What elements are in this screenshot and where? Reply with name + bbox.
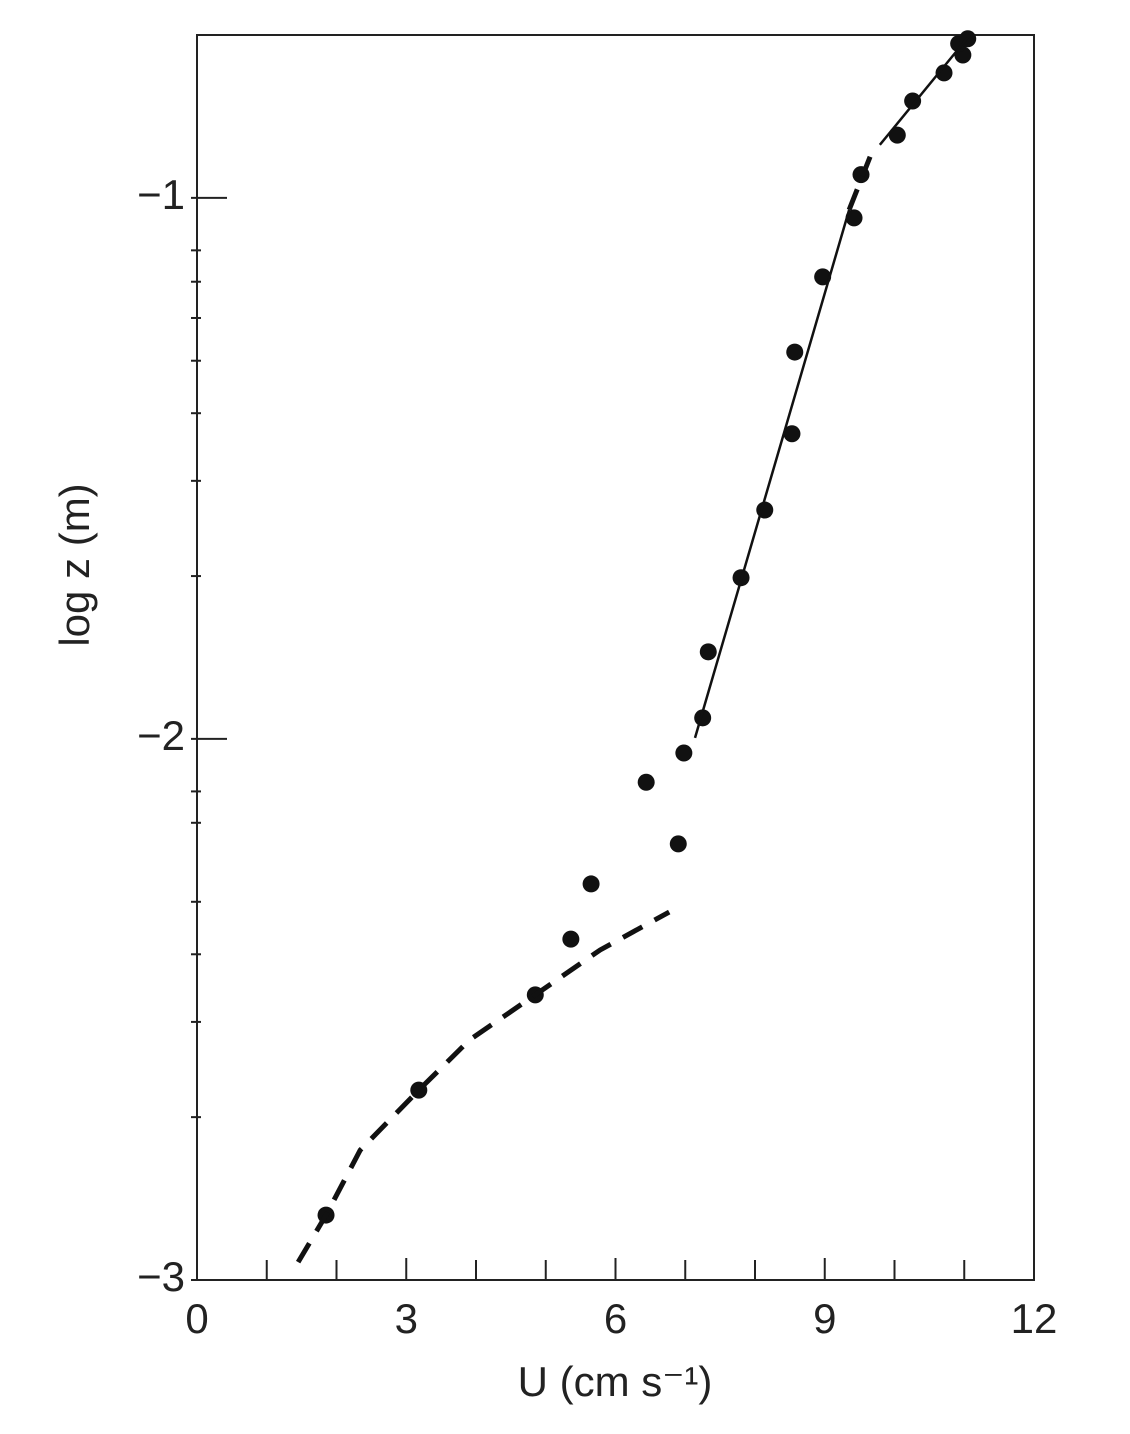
x-tick-label: 6	[604, 1295, 627, 1342]
data-point	[699, 643, 717, 661]
data-point	[637, 773, 655, 791]
data-point	[888, 126, 906, 144]
data-point	[783, 425, 801, 443]
x-tick-label: 3	[395, 1295, 418, 1342]
data-point	[845, 209, 863, 227]
y-tick-label: −2	[137, 712, 185, 759]
x-tick-label: 12	[1011, 1295, 1058, 1342]
data-point	[582, 875, 600, 893]
y-tick-label: −1	[137, 171, 185, 218]
dashed-curve	[295, 909, 671, 1264]
data-point	[904, 92, 922, 110]
y-tick-label: −3	[137, 1253, 185, 1300]
plot-frame	[196, 34, 1035, 1281]
y-axis-label: log z (m)	[51, 483, 98, 646]
data-point	[935, 64, 953, 82]
data-point	[669, 835, 687, 853]
data-point	[814, 268, 832, 286]
x-axis-label: U (cm s⁻¹)	[518, 1358, 713, 1405]
dashed-curve	[846, 155, 873, 211]
fit-line	[878, 34, 971, 146]
data-point	[562, 930, 580, 948]
data-point	[786, 343, 804, 361]
fit-line	[693, 209, 851, 739]
x-tick-label: 9	[813, 1295, 836, 1342]
x-tick-label: 0	[185, 1295, 208, 1342]
data-point	[675, 744, 693, 762]
